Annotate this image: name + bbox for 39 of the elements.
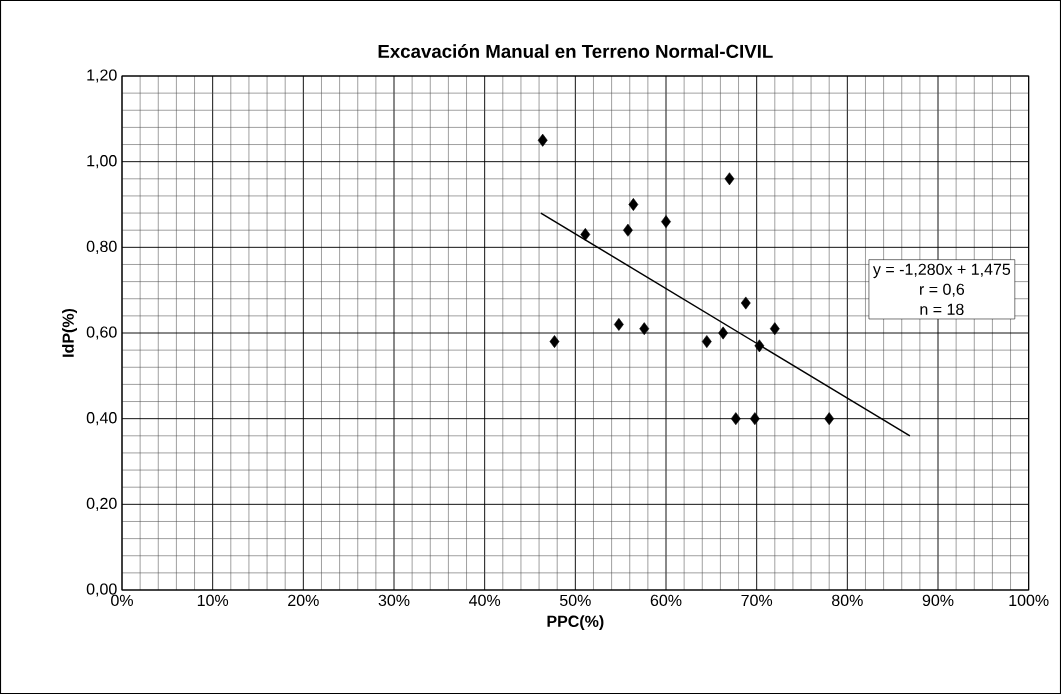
- point: [754, 339, 765, 353]
- point: [549, 335, 560, 348]
- point: [628, 198, 639, 211]
- point: [718, 326, 728, 340]
- x-tick-label: 70%: [741, 594, 773, 607]
- point: [701, 335, 712, 348]
- annotation: n = 18: [920, 303, 964, 315]
- x-axis-title: PPC(%): [547, 615, 604, 631]
- x-tick-label: 10%: [197, 594, 229, 607]
- point: [537, 133, 548, 147]
- y-tick-label: 1,00: [87, 155, 117, 169]
- y-tick-label: 0,80: [86, 240, 117, 254]
- point: [580, 228, 591, 241]
- point: [749, 412, 760, 426]
- x-tick-label: 60%: [650, 594, 682, 607]
- x-tick-label: 30%: [378, 594, 410, 607]
- y-tick-label: 1,20: [87, 69, 117, 83]
- point: [724, 172, 735, 186]
- x-tick-label: 20%: [288, 594, 319, 607]
- y-tick-label: 0,40: [86, 412, 117, 426]
- point: [740, 296, 751, 310]
- point: [623, 223, 633, 237]
- y-axis-title: IdP(%): [62, 308, 77, 357]
- point: [639, 322, 650, 336]
- point: [769, 322, 780, 336]
- point: [824, 412, 835, 426]
- x-tick-label: 90%: [922, 594, 954, 607]
- chart-title: Excavación Manual en Terreno Normal-CIVIL: [378, 44, 773, 58]
- x-tick-label: 80%: [832, 594, 863, 607]
- x-tick-label: 100%: [1009, 594, 1049, 607]
- point: [613, 318, 624, 331]
- point: [730, 412, 741, 426]
- annotation: y = -1,280x + 1,475: [872, 263, 1011, 279]
- x-tick-label: 40%: [469, 594, 501, 607]
- annotation: r = 0,6: [920, 283, 965, 297]
- x-tick-label: 50%: [559, 594, 591, 607]
- y-tick-label: 0,20: [86, 497, 117, 511]
- point: [661, 215, 671, 229]
- y-tick-label: 0,60: [86, 326, 117, 340]
